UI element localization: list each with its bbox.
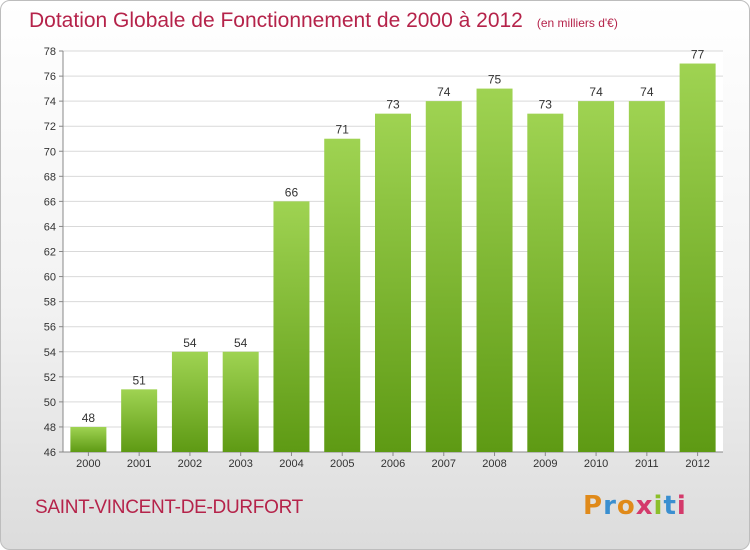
data-label: 74 (589, 85, 603, 99)
bar-2006 (375, 113, 411, 452)
x-tick-label: 2002 (178, 458, 202, 470)
bar-2009 (527, 113, 564, 452)
y-tick-label: 46 (44, 447, 56, 459)
x-tick-label: 2009 (533, 458, 557, 470)
bar-2010 (578, 101, 615, 452)
y-tick-label: 66 (44, 196, 56, 208)
data-label: 48 (82, 411, 96, 425)
y-tick-label: 60 (44, 272, 56, 284)
bar-2000 (70, 426, 107, 452)
x-tick-label: 2000 (76, 458, 100, 470)
y-tick-label: 52 (44, 372, 56, 384)
y-tick-label: 48 (44, 422, 56, 434)
x-tick-label: 2011 (635, 458, 659, 470)
bar-2003 (222, 351, 259, 452)
y-tick-label: 78 (44, 46, 56, 58)
y-tick-label: 76 (44, 71, 56, 83)
x-tick-label: 2006 (381, 458, 405, 470)
bar-2004 (273, 201, 310, 452)
y-tick-label: 62 (44, 247, 56, 259)
x-tick-label: 2001 (127, 458, 151, 470)
x-tick-label: 2004 (279, 458, 303, 470)
chart-subtitle: (en milliers d'€) (536, 16, 618, 30)
data-label: 74 (437, 85, 451, 99)
x-tick-label: 2010 (584, 458, 608, 470)
data-label: 73 (386, 98, 400, 112)
y-tick-label: 58 (44, 297, 56, 309)
x-tick-label: 2008 (482, 458, 506, 470)
title-text: Dotation Globale de Fonctionnement de 20… (29, 9, 523, 32)
data-label: 51 (132, 373, 146, 387)
data-label: 54 (234, 336, 248, 350)
data-label: 54 (183, 336, 197, 350)
data-label: 66 (285, 185, 299, 199)
proxiti-logo: Proxiti (583, 491, 687, 521)
data-label: 73 (539, 98, 553, 112)
x-tick-label: 2007 (432, 458, 456, 470)
commune-name: SAINT-VINCENT-DE-DURFORT (35, 497, 303, 518)
x-tick-label: 2003 (228, 458, 252, 470)
y-tick-label: 74 (44, 96, 56, 108)
y-tick-label: 72 (44, 121, 56, 133)
y-tick-label: 56 (44, 322, 56, 334)
bar-2011 (628, 101, 665, 452)
bar-2012 (679, 63, 716, 452)
y-tick-label: 70 (44, 146, 56, 158)
x-tick-label: 2005 (330, 458, 354, 470)
bar-2002 (171, 351, 208, 452)
data-label: 75 (488, 73, 502, 87)
y-tick-label: 64 (44, 221, 56, 233)
data-label: 77 (691, 48, 705, 62)
bar-2001 (121, 389, 158, 452)
data-label: 71 (336, 123, 350, 137)
y-tick-label: 50 (44, 397, 56, 409)
x-tick-label: 2012 (685, 458, 709, 470)
y-tick-label: 68 (44, 171, 56, 183)
bar-2007 (425, 101, 462, 452)
bar-2005 (324, 138, 361, 452)
data-label: 74 (640, 85, 654, 99)
chart-title: Dotation Globale de Fonctionnement de 20… (29, 9, 618, 33)
y-tick-label: 54 (44, 347, 56, 359)
bar-2008 (476, 88, 513, 452)
